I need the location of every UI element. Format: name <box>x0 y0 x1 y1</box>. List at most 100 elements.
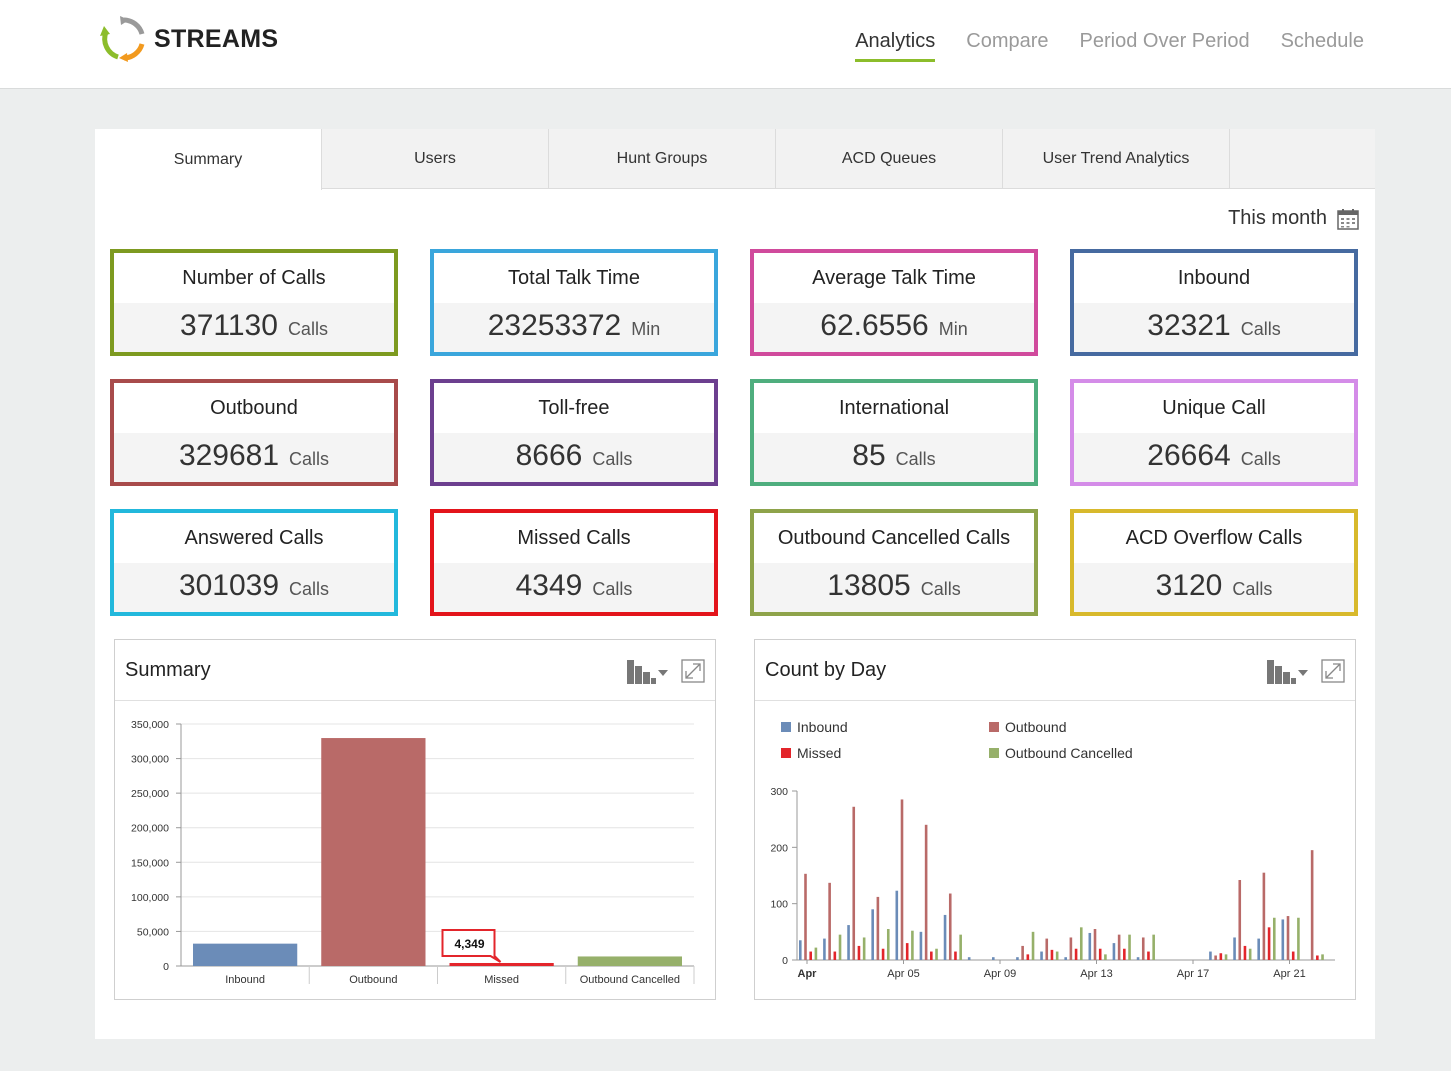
day-bar-outbound <box>1141 937 1145 960</box>
day-bar-outbound <box>1262 872 1266 960</box>
kpi-unit: Calls <box>289 579 330 599</box>
kpi-body: 62.6556 Min <box>754 303 1034 352</box>
day-bar-cancelled <box>838 934 842 960</box>
kpi-body: 32321 Calls <box>1074 303 1354 352</box>
y-tick-label: 200 <box>770 842 788 854</box>
legend-item[interactable]: Outbound <box>989 719 1067 735</box>
day-bar-outbound <box>1069 937 1073 960</box>
kpi-title: Number of Calls <box>182 266 326 289</box>
kpi-value: 13805 <box>827 569 911 602</box>
y-tick-label: 150,000 <box>131 857 169 869</box>
kpi-value: 301039 <box>178 569 280 602</box>
streams-logo-icon <box>100 16 145 62</box>
period-label: This month <box>1228 207 1327 229</box>
day-bar-inbound <box>823 938 826 960</box>
day-bar-outbound <box>1093 929 1097 960</box>
day-bar-outbound <box>924 824 928 960</box>
expand-icon[interactable] <box>681 659 705 688</box>
day-bar-inbound <box>1233 937 1236 960</box>
tooltip-label: 4,349 <box>454 937 484 951</box>
tab-summary[interactable]: Summary <box>95 129 322 190</box>
kpi-value: 371130 <box>180 309 278 342</box>
x-tick-label: Inbound <box>225 974 265 986</box>
day-bar-inbound <box>1040 951 1043 960</box>
day-bar-outbound <box>1310 850 1314 960</box>
expand-icon[interactable] <box>1321 659 1345 688</box>
nav-schedule[interactable]: Schedule <box>1280 30 1364 52</box>
kpi-value: 62.6556 <box>820 309 929 342</box>
day-bar-cancelled <box>1248 948 1252 960</box>
tab-bar: Summary Users Hunt Groups ACD Queues Use… <box>95 129 1375 190</box>
day-bar-outbound <box>1286 916 1290 960</box>
day-bar-inbound <box>1209 951 1212 960</box>
kpi-title: International <box>838 396 950 419</box>
kpi-tile: Missed Calls 4349 Calls <box>430 509 718 616</box>
day-bar-inbound <box>1064 957 1067 960</box>
kpi-body: 26664 Calls <box>1074 433 1354 482</box>
day-bar-inbound <box>1257 938 1260 960</box>
summary-panel-tools <box>627 658 705 689</box>
x-tick-label: Outbound <box>349 974 397 986</box>
kpi-unit: Calls <box>1232 579 1273 599</box>
y-tick-label: 100 <box>770 899 788 911</box>
logo[interactable]: STREAMS <box>98 14 278 64</box>
day-bar-inbound <box>895 890 899 960</box>
legend-swatch <box>781 748 791 758</box>
nav-compare[interactable]: Compare <box>966 30 1049 52</box>
day-bar-outbound <box>900 799 904 960</box>
nav-period-over-period[interactable]: Period Over Period <box>1079 30 1250 52</box>
day-bar-missed <box>954 951 957 960</box>
bar-chart-icon[interactable] <box>627 658 669 689</box>
legend-item[interactable]: Outbound Cancelled <box>989 745 1133 761</box>
day-bar-outbound <box>948 893 952 960</box>
day-bar-missed <box>905 943 909 960</box>
kpi-title: Total Talk Time <box>508 266 640 289</box>
kpi-body: 371130 Calls <box>114 303 394 352</box>
kpi-value: 8666 <box>515 439 583 472</box>
kpi-value: 329681 <box>178 439 280 472</box>
y-tick-label: 50,000 <box>137 926 169 938</box>
tab-user-trend-analytics[interactable]: User Trend Analytics <box>1003 129 1230 189</box>
day-bar-missed <box>1050 949 1054 960</box>
y-tick-label: 300,000 <box>131 754 169 766</box>
x-tick-label: Apr 13 <box>1080 968 1112 980</box>
day-bar-missed <box>881 948 885 960</box>
y-tick-label: 0 <box>782 955 788 967</box>
kpi-value: 3120 <box>1155 569 1223 602</box>
day-bar-cancelled <box>1272 917 1276 960</box>
legend-item[interactable]: Inbound <box>781 719 848 735</box>
kpi-body: 4349 Calls <box>434 563 714 612</box>
summary-chart: 0 50,000 100,000 150,000 200,000 250,000 300,0… <box>131 719 695 986</box>
tab-users[interactable]: Users <box>322 129 549 189</box>
tab-acd-queues[interactable]: ACD Queues <box>776 129 1003 189</box>
kpi-value: 85 <box>852 439 886 472</box>
day-bar-outbound <box>876 896 880 960</box>
y-tick-label: 300 <box>770 786 788 798</box>
day-bar-cancelled <box>1224 954 1228 960</box>
day-bar-outbound <box>852 806 856 960</box>
day-bar-inbound <box>1088 932 1092 960</box>
period-selector[interactable]: This month <box>1228 207 1359 230</box>
day-bar-inbound <box>847 925 850 960</box>
legend-item[interactable]: Missed <box>781 745 841 761</box>
kpi-unit: Calls <box>287 319 328 339</box>
bar-outbound <box>321 738 426 966</box>
day-bar-outbound <box>828 882 831 960</box>
kpi-unit: Calls <box>289 449 330 469</box>
day-bar-missed <box>1316 955 1319 960</box>
tab-hunt-groups[interactable]: Hunt Groups <box>549 129 776 189</box>
kpi-body: 3120 Calls <box>1074 563 1354 612</box>
day-bar-cancelled <box>911 930 914 960</box>
y-tick-label: 200,000 <box>131 823 169 835</box>
kpi-title: Unique Call <box>1162 396 1266 419</box>
kpi-unit: Calls <box>1240 319 1281 339</box>
top-bar: STREAMS Analytics Compare Period Over Pe… <box>0 0 1451 89</box>
kpi-unit: Calls <box>1240 449 1281 469</box>
day-bar-missed <box>1098 948 1102 960</box>
kpi-title: Average Talk Time <box>812 266 976 289</box>
nav-analytics[interactable]: Analytics <box>855 30 936 62</box>
bar-chart-icon[interactable] <box>1267 658 1309 689</box>
y-tick-label: 100,000 <box>131 892 169 904</box>
kpi-title: ACD Overflow Calls <box>1125 526 1303 549</box>
calendar-icon[interactable] <box>1337 208 1359 230</box>
